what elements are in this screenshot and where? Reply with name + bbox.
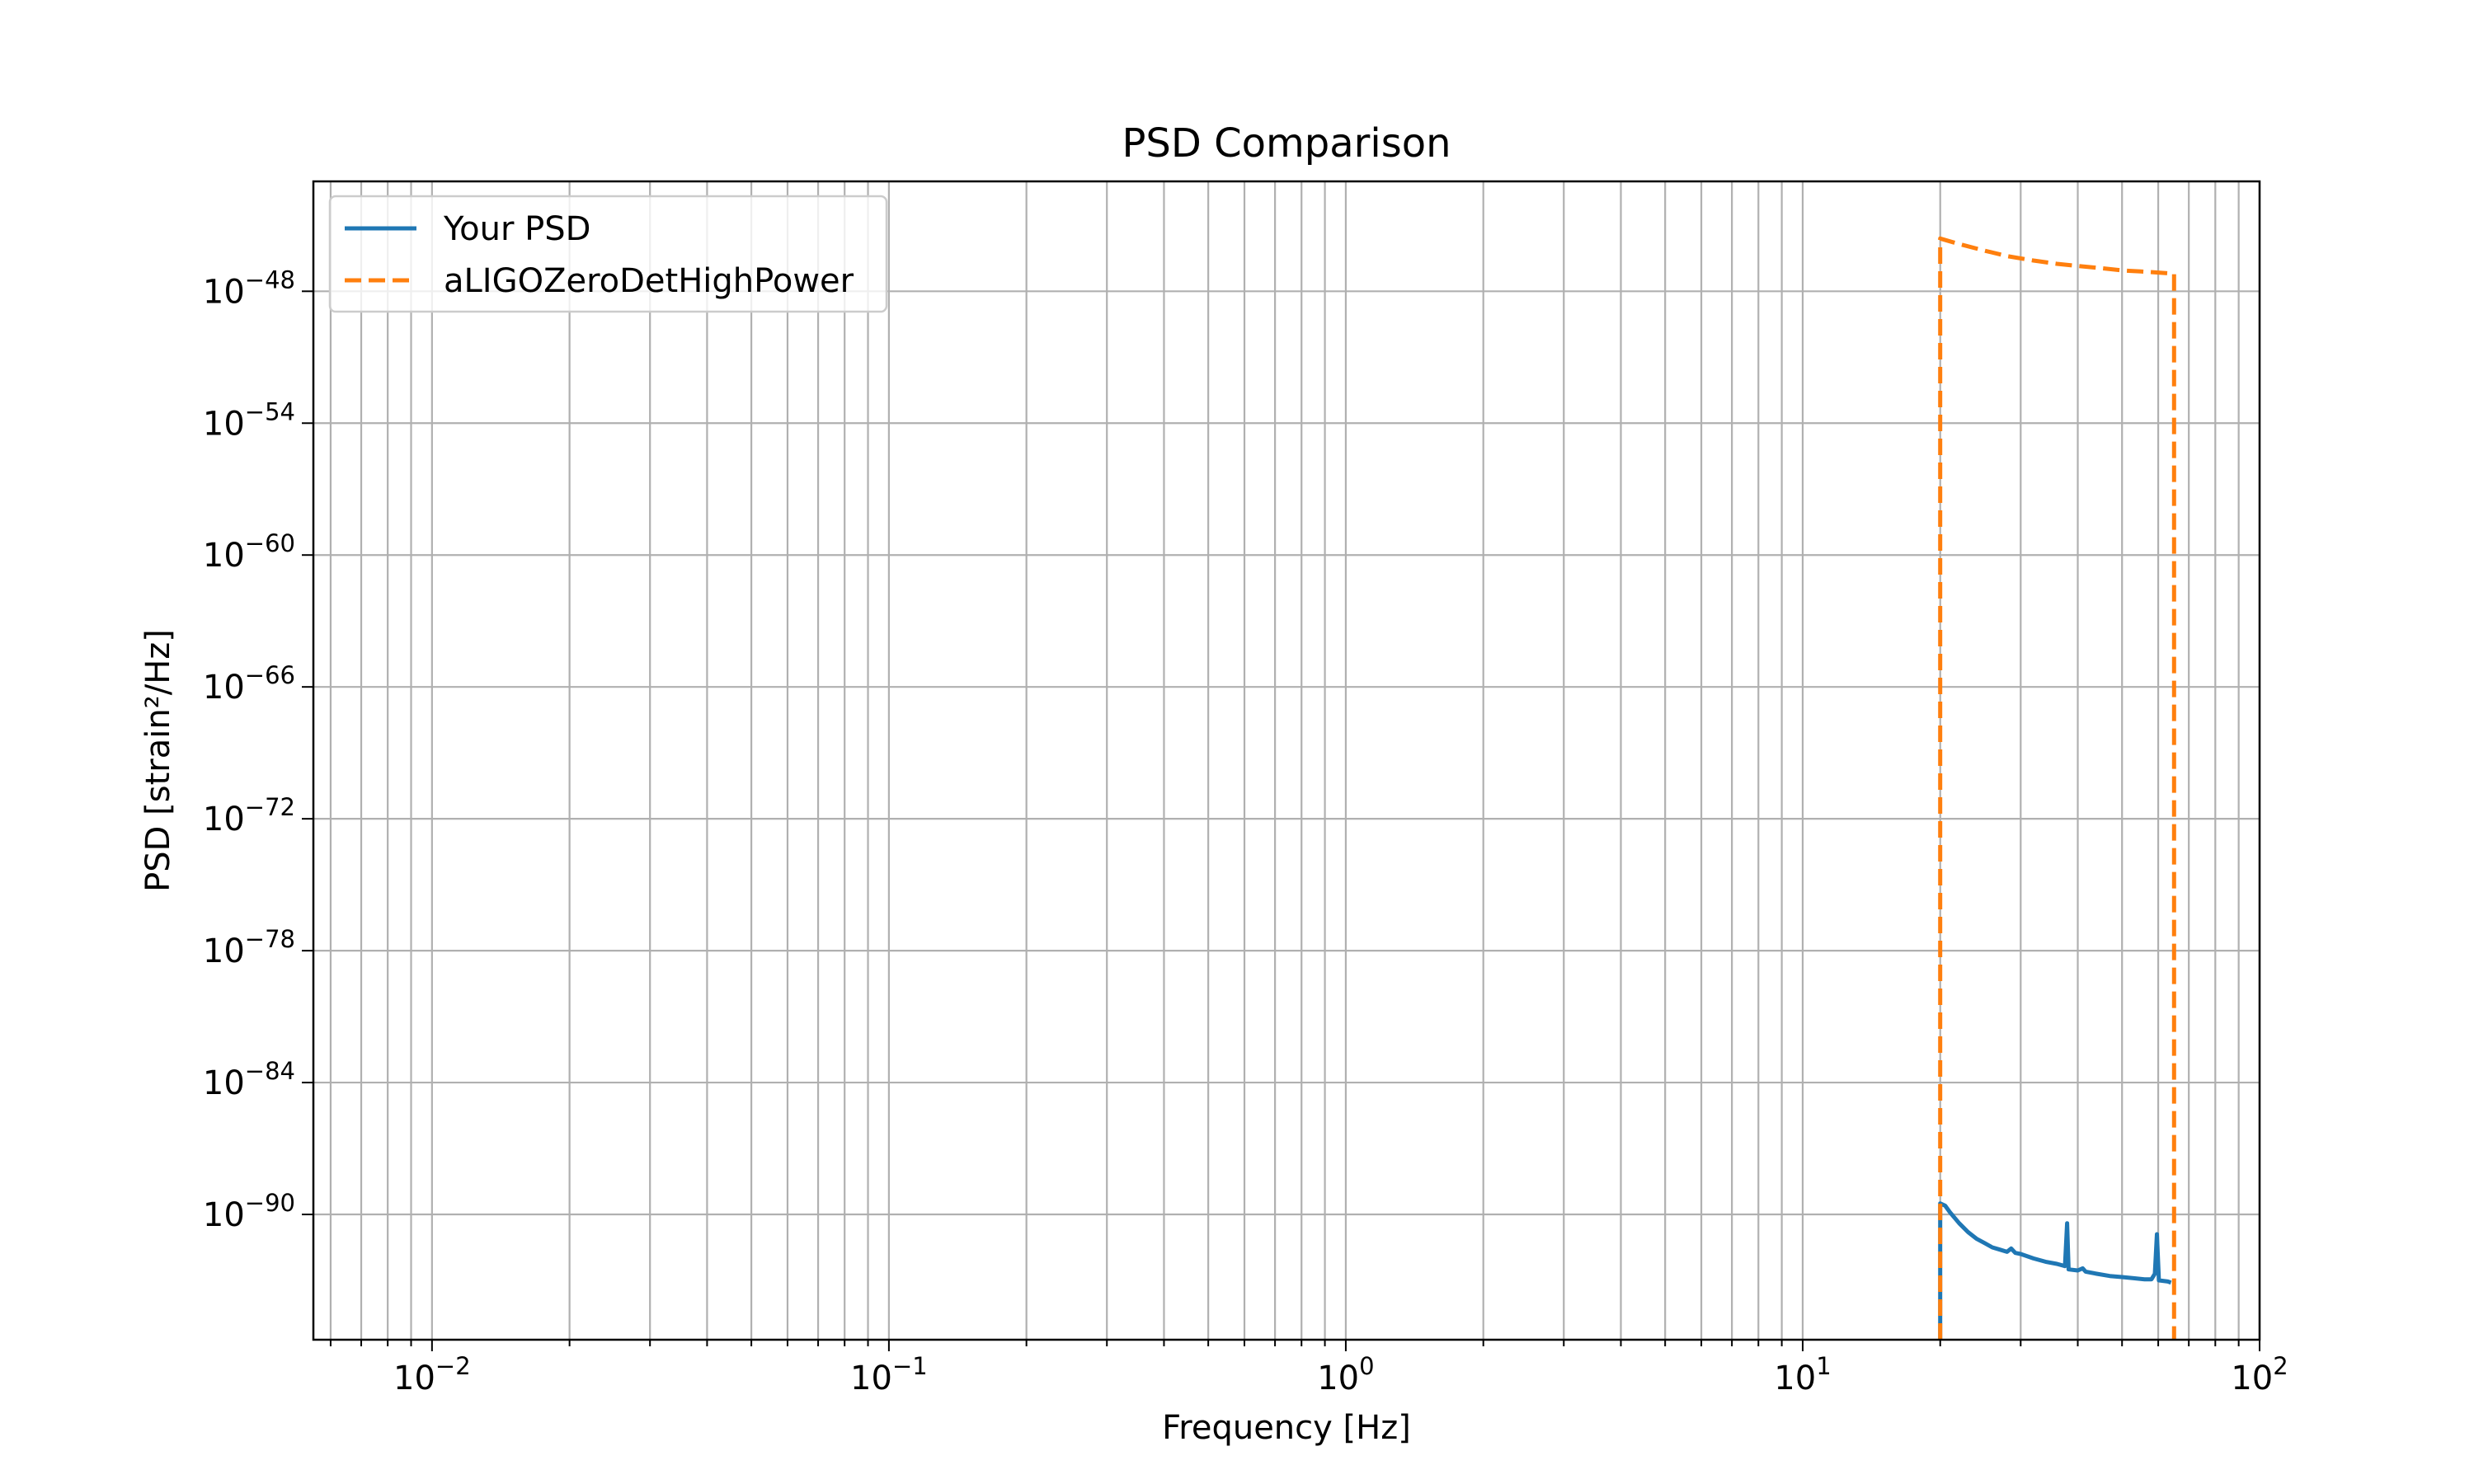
legend-label-2: aLIGOZeroDetHighPower: [444, 262, 854, 300]
y-tick-label: 10−48: [203, 265, 295, 311]
x-tick-label: 10−1: [850, 1352, 928, 1397]
y-axis-label: PSD [strain²/Hz]: [139, 629, 177, 892]
y-tick-label: 10−90: [203, 1189, 295, 1234]
legend: Your PSD aLIGOZeroDetHighPower: [328, 195, 888, 313]
y-tick-label: 10−84: [203, 1057, 295, 1102]
plot-frame: [312, 180, 2261, 1341]
x-tick-label: 102: [2231, 1352, 2288, 1397]
y-tick-label: 10−66: [203, 661, 295, 707]
y-tick-label: 10−78: [203, 925, 295, 970]
legend-label-1: Your PSD: [443, 210, 590, 248]
axis-ticks: 10−2 10−1 100 101 102 10−48 10−54 10−60 10−66 10−…: [203, 265, 2288, 1397]
grid-lines: [313, 181, 2261, 1340]
legend-box: [328, 195, 888, 313]
y-tick-label: 10−54: [203, 397, 295, 443]
y-tick-label: 10−60: [203, 529, 295, 575]
x-tick-label: 100: [1317, 1352, 1374, 1397]
series-line-1: [1938, 1201, 2172, 1340]
x-axis-label: Frequency [Hz]: [1162, 1409, 1411, 1447]
x-tick-label: 10−2: [393, 1352, 471, 1397]
chart-title: PSD Comparison: [1122, 120, 1451, 167]
series-line-2: [1938, 236, 2176, 1340]
series-group: [1938, 236, 2176, 1340]
y-tick-label: 10−72: [203, 793, 295, 838]
x-tick-label: 101: [1774, 1352, 1831, 1397]
